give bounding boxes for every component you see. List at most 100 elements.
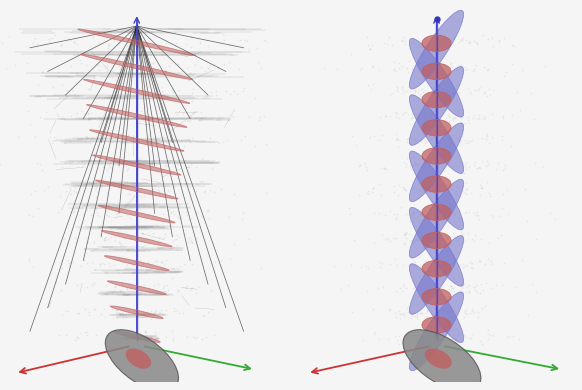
Point	[449, 211, 459, 218]
Point	[241, 37, 250, 43]
Point	[495, 37, 504, 43]
Point	[401, 229, 410, 235]
Point	[346, 50, 356, 57]
Point	[413, 86, 423, 92]
Point	[132, 340, 141, 346]
Point	[112, 211, 121, 217]
Point	[187, 285, 196, 291]
Point	[100, 164, 109, 170]
Point	[124, 280, 133, 286]
Point	[69, 259, 78, 265]
Point	[397, 204, 406, 210]
Point	[133, 65, 143, 71]
Point	[495, 213, 504, 220]
Point	[427, 143, 436, 149]
Point	[458, 38, 467, 44]
Point	[355, 66, 364, 72]
Point	[86, 136, 95, 142]
Point	[320, 65, 329, 71]
Point	[362, 167, 371, 173]
Point	[72, 41, 81, 48]
Point	[173, 288, 183, 294]
Point	[426, 189, 435, 195]
Point	[119, 38, 129, 44]
Point	[183, 164, 192, 170]
Point	[429, 134, 438, 140]
Point	[73, 310, 82, 317]
Point	[83, 332, 92, 338]
Point	[166, 60, 176, 66]
Point	[420, 333, 429, 339]
Point	[515, 107, 524, 113]
Point	[367, 189, 377, 195]
Point	[62, 188, 71, 194]
Point	[474, 257, 484, 264]
Point	[482, 93, 492, 99]
Point	[427, 234, 436, 241]
Point	[125, 232, 134, 239]
Point	[205, 135, 215, 141]
Point	[93, 209, 102, 215]
Point	[415, 115, 424, 122]
Ellipse shape	[422, 148, 451, 164]
Point	[374, 181, 383, 187]
Point	[437, 42, 446, 48]
Point	[430, 67, 439, 73]
Point	[424, 37, 433, 44]
Point	[136, 333, 146, 340]
Point	[146, 308, 155, 314]
Point	[421, 328, 431, 334]
Point	[429, 313, 438, 319]
Point	[101, 269, 111, 275]
Point	[430, 66, 439, 72]
Point	[93, 62, 102, 68]
Point	[411, 333, 421, 339]
Point	[134, 36, 144, 42]
Point	[182, 164, 191, 170]
Point	[455, 289, 464, 295]
Point	[179, 110, 188, 116]
Point	[115, 63, 124, 69]
Point	[118, 331, 127, 337]
Point	[163, 112, 172, 119]
Point	[422, 38, 431, 44]
Point	[390, 234, 399, 241]
Point	[184, 136, 193, 142]
Point	[418, 285, 428, 291]
Point	[146, 334, 155, 340]
Point	[92, 184, 101, 190]
Point	[394, 60, 403, 66]
Point	[62, 87, 72, 93]
Point	[466, 259, 475, 266]
Point	[460, 163, 470, 169]
Point	[199, 189, 208, 195]
Point	[94, 188, 103, 195]
Point	[126, 265, 135, 271]
Point	[466, 91, 475, 98]
Ellipse shape	[422, 261, 451, 277]
Point	[117, 310, 126, 316]
Point	[24, 108, 33, 114]
Point	[120, 141, 130, 147]
Point	[398, 86, 407, 92]
Point	[473, 87, 482, 93]
Point	[116, 241, 126, 248]
Point	[96, 63, 105, 69]
Point	[275, 67, 284, 74]
Point	[484, 336, 493, 342]
Point	[111, 288, 120, 294]
Point	[413, 66, 423, 72]
Point	[132, 335, 141, 341]
Point	[415, 211, 424, 217]
Point	[123, 335, 133, 341]
Point	[464, 282, 473, 288]
Point	[472, 116, 481, 122]
Point	[135, 282, 144, 289]
Point	[460, 334, 470, 340]
Point	[451, 188, 460, 195]
Point	[438, 134, 447, 140]
Point	[182, 209, 191, 215]
Point	[86, 157, 95, 163]
Point	[105, 302, 114, 308]
Point	[95, 67, 104, 73]
